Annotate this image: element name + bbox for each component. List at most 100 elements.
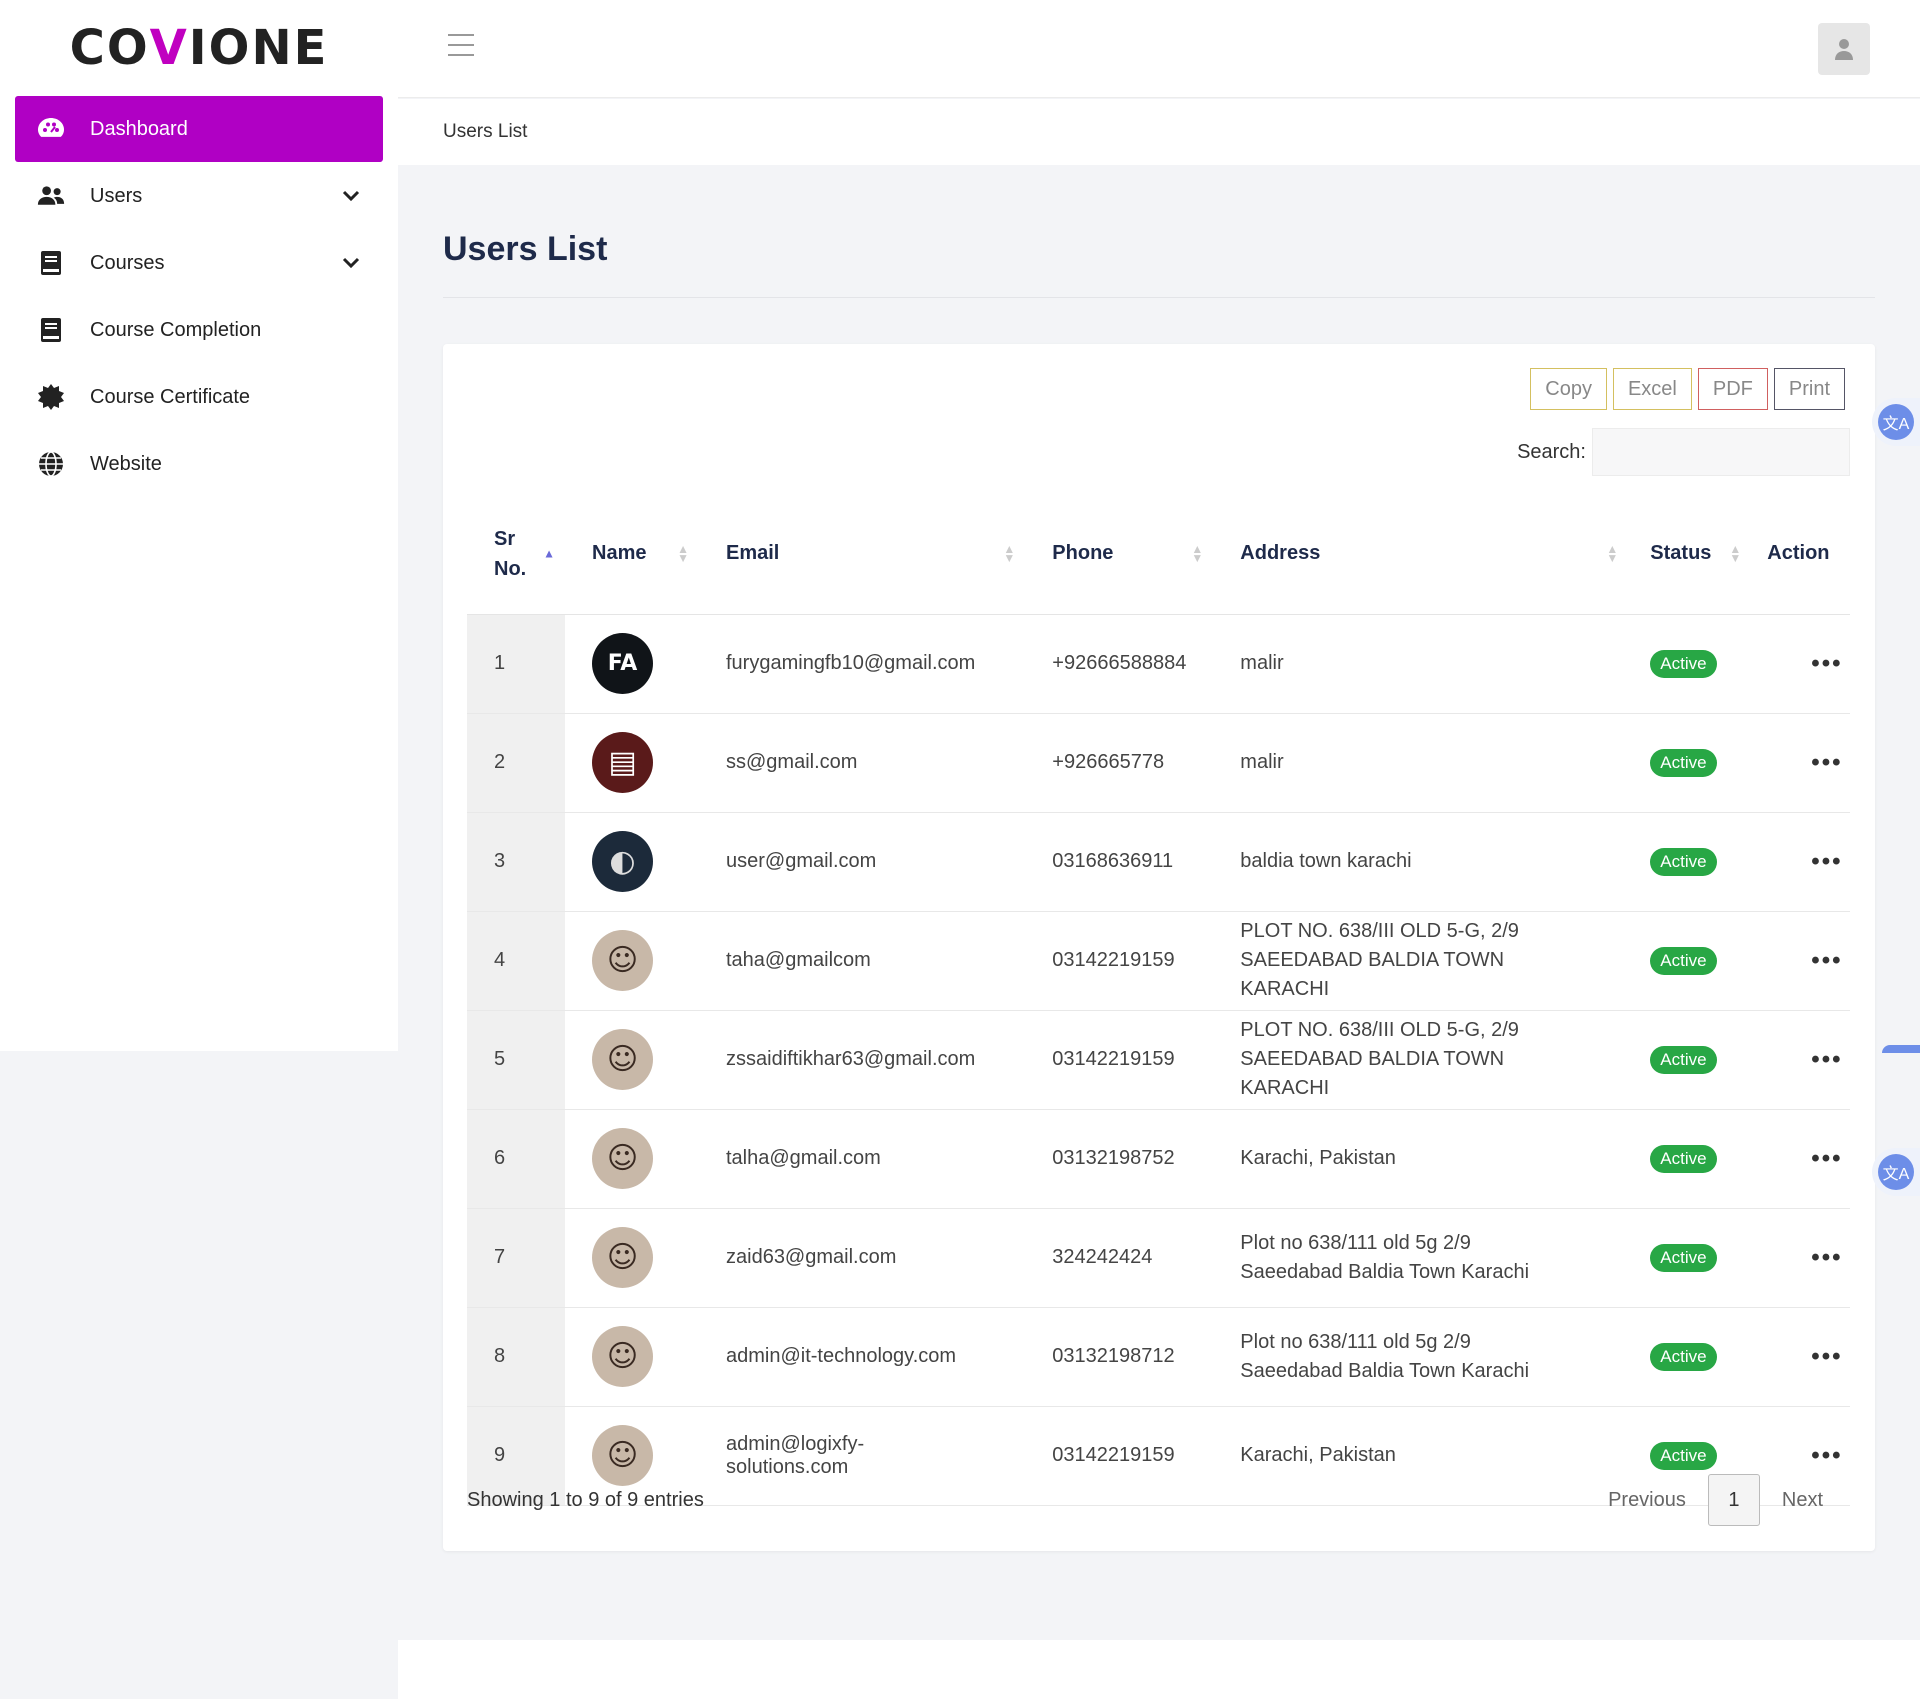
previous-page-button[interactable]: Previous [1608, 1488, 1686, 1511]
more-actions-icon[interactable]: ••• [1811, 1045, 1843, 1073]
more-actions-icon[interactable]: ••• [1811, 946, 1843, 974]
sidebar-item-label: Courses [90, 251, 165, 274]
user-avatar-button[interactable] [1818, 23, 1870, 75]
table-row[interactable]: 2 ▤ ss@gmail.com +926665778 malir Active… [467, 713, 1850, 813]
cell-address: Plot no 638/111 old 5g 2/9 Saeedabad Bal… [1213, 1307, 1629, 1407]
chevron-down-icon[interactable] [339, 251, 363, 275]
avatar[interactable]: ☺ [592, 1029, 653, 1090]
more-actions-icon[interactable]: ••• [1811, 748, 1843, 776]
cell-name: ☺ [565, 1406, 699, 1506]
cell-phone: 03168636911 [1025, 812, 1214, 912]
sidebar-item-course-certificate[interactable]: Course Certificate [15, 364, 383, 430]
search-input[interactable] [1592, 428, 1850, 476]
more-actions-icon[interactable]: ••• [1811, 649, 1843, 677]
users-card: Copy Excel PDF Print Search: Sr No. ▲ Na… [443, 344, 1875, 1551]
cell-phone: +92666588884 [1025, 614, 1214, 714]
cell-action: ••• [1751, 1109, 1850, 1209]
cell-address: baldia town karachi [1213, 812, 1629, 912]
column-label: Address [1240, 542, 1321, 565]
print-button[interactable]: Print [1773, 368, 1845, 410]
column-email[interactable]: Email ▲ ▼ [699, 494, 1026, 615]
cell-email: admin@logixfy-solutions.com [699, 1406, 1026, 1506]
cell-status: Active [1628, 1109, 1752, 1209]
status-badge: Active [1650, 847, 1717, 876]
more-actions-icon[interactable]: ••• [1811, 1342, 1843, 1370]
column-label: Sr No. [494, 527, 527, 580]
cell-name: ☺ [565, 1010, 699, 1110]
hamburger-menu-icon[interactable] [448, 34, 474, 58]
avatar[interactable]: ☺ [592, 1425, 653, 1486]
sidebar-item-label: Dashboard [90, 117, 188, 140]
cell-name: FA [565, 614, 699, 714]
table-row[interactable]: 3 ◐ user@gmail.com 03168636911 baldia to… [467, 812, 1850, 912]
table-row[interactable]: 9 ☺ admin@logixfy-solutions.com 03142219… [467, 1406, 1850, 1506]
cell-status: Active [1628, 614, 1752, 714]
column-status[interactable]: Status ▲ ▼ [1628, 494, 1752, 615]
table-row[interactable]: 4 ☺ taha@gmailcom 03142219159 PLOT NO. 6… [467, 911, 1850, 1011]
breadcrumb: Users List [398, 99, 1920, 165]
cell-email: taha@gmailcom [699, 911, 1026, 1011]
cell-address: PLOT NO. 638/III OLD 5-G, 2/9 SAEEDABAD … [1213, 911, 1629, 1011]
avatar[interactable]: ☺ [592, 930, 653, 991]
sidebar-item-website[interactable]: Website [15, 431, 383, 497]
status-badge: Active [1650, 1342, 1717, 1371]
more-actions-icon[interactable]: ••• [1811, 1243, 1843, 1271]
cell-action: ••• [1751, 1208, 1850, 1308]
column-name[interactable]: Name ▲ ▼ [565, 494, 699, 615]
copy-button[interactable]: Copy [1530, 368, 1607, 410]
sidebar-item-dashboard[interactable]: Dashboard [15, 96, 383, 162]
cell-address: Karachi, Pakistan [1213, 1406, 1629, 1506]
cell-address: PLOT NO. 638/III OLD 5-G, 2/9 SAEEDABAD … [1213, 1010, 1629, 1110]
cell-action: ••• [1751, 614, 1850, 714]
cell-status: Active [1628, 812, 1752, 912]
column-address[interactable]: Address ▲ ▼ [1213, 494, 1629, 615]
book-icon [37, 249, 65, 277]
sort-icon: ▲ ▼ [1003, 541, 1016, 565]
user-icon [1835, 39, 1853, 60]
translate-widget[interactable]: 文A [1872, 398, 1920, 446]
sort-icon: ▲ ▼ [677, 541, 689, 565]
cell-email: ss@gmail.com [699, 713, 1026, 813]
sidebar-item-users[interactable]: Users [15, 163, 383, 229]
table-row[interactable]: 8 ☺ admin@it-technology.com 03132198712 … [467, 1307, 1850, 1407]
column-label: Status [1650, 542, 1712, 565]
table-row[interactable]: 5 ☺ zssaidiftikhar63@gmail.com 031422191… [467, 1010, 1850, 1110]
sidebar-item-courses[interactable]: Courses [15, 230, 383, 296]
pdf-button[interactable]: PDF [1697, 368, 1768, 410]
excel-button[interactable]: Excel [1612, 368, 1692, 410]
sidebar-item-course-completion[interactable]: Course Completion [15, 297, 383, 363]
next-page-button[interactable]: Next [1781, 1488, 1823, 1511]
translate-widget[interactable]: 文A [1872, 1148, 1920, 1196]
avatar[interactable]: FA [592, 633, 653, 694]
avatar[interactable]: ▤ [592, 732, 653, 793]
column-sr-no[interactable]: Sr No. ▲ [467, 494, 565, 615]
book-icon [37, 316, 65, 344]
more-actions-icon[interactable]: ••• [1811, 1144, 1843, 1172]
chevron-down-icon[interactable] [339, 184, 363, 208]
cell-address: Karachi, Pakistan [1213, 1109, 1629, 1209]
table-row[interactable]: 6 ☺ talha@gmail.com 03132198752 Karachi,… [467, 1109, 1850, 1209]
cell-status: Active [1628, 1307, 1752, 1407]
page-1-button[interactable]: 1 [1707, 1474, 1760, 1526]
more-actions-icon[interactable]: ••• [1811, 847, 1843, 875]
logo[interactable]: CO V IONE [0, 0, 398, 96]
avatar[interactable]: ☺ [592, 1227, 653, 1288]
cell-address: malir [1213, 614, 1629, 714]
table-body: 1 FA furygamingfb10@gmail.com +926665888… [467, 614, 1850, 1506]
entries-info: Showing 1 to 9 of 9 entries [467, 1489, 704, 1511]
more-actions-icon[interactable]: ••• [1811, 1441, 1843, 1469]
column-phone[interactable]: Phone ▲ ▼ [1025, 494, 1214, 615]
footer [398, 1640, 1920, 1699]
avatar[interactable]: ☺ [592, 1128, 653, 1189]
cell-action: ••• [1751, 1406, 1850, 1506]
avatar[interactable]: ◐ [592, 831, 653, 892]
side-tab[interactable] [1882, 1045, 1920, 1053]
sidebar-item-label: Course Certificate [90, 385, 251, 408]
cell-name: ☺ [565, 1307, 699, 1407]
cell-status: Active [1628, 1208, 1752, 1308]
avatar[interactable]: ☺ [592, 1326, 653, 1387]
cell-status: Active [1628, 911, 1752, 1011]
table-row[interactable]: 7 ☺ zaid63@gmail.com 324242424 Plot no 6… [467, 1208, 1850, 1308]
table-header-row: Sr No. ▲ Name ▲ ▼ Email ▲ ▼ Phone ▲ ▼ Address ▲… [467, 494, 1850, 615]
table-row[interactable]: 1 FA furygamingfb10@gmail.com +926665888… [467, 614, 1850, 714]
